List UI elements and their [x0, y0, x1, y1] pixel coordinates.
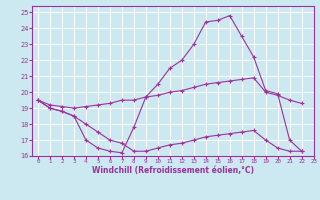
X-axis label: Windchill (Refroidissement éolien,°C): Windchill (Refroidissement éolien,°C): [92, 166, 254, 175]
